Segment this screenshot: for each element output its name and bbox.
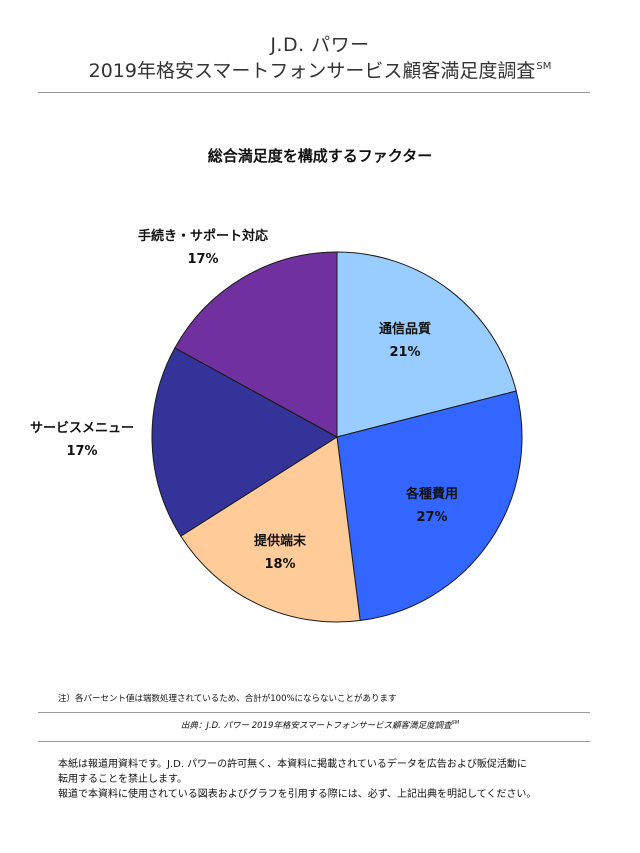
disclaimer: 本紙は報道用資料です。J.D. パワーの許可無く、本資料に掲載されているデータを… [58, 757, 618, 802]
header-survey-title: 2019年格安スマートフォンサービス顧客満足度調査SM [0, 56, 640, 83]
header-survey-title-text: 2019年格安スマートフォンサービス顧客満足度調査 [88, 60, 536, 82]
slice-label: 手続き・サポート対応 [138, 228, 268, 244]
source-citation-text: 出典：J.D. パワー 2019年格安スマートフォンサービス顧客満足度調査 [180, 721, 452, 731]
pie-slice [151, 347, 338, 537]
slice-label: 各種費用 [405, 486, 458, 502]
source-divider-bottom [38, 741, 590, 742]
disclaimer-line-3: 報道で本資料に使用されている図表およびグラフを引用する際には、必ず、上記出典を明… [58, 789, 537, 800]
pie-slice [336, 251, 517, 438]
pie-slice [174, 251, 338, 438]
slice-value-label: 17% [66, 444, 97, 459]
slice-label: サービスメニュー [30, 420, 134, 436]
rounding-note: 注）各パーセント値は端数処理されているため、合計が100%にならないことがありま… [58, 694, 397, 704]
slice-value-label: 21% [389, 345, 420, 360]
pie-slice [180, 436, 361, 623]
slice-label: 提供端末 [254, 533, 307, 549]
pie-slice [336, 390, 523, 622]
source-divider-top [38, 712, 590, 713]
chart-title: 総合満足度を構成するファクター [207, 147, 433, 165]
pie-chart: 通信品質 21% 各種費用 27% 提供端末 18% サービスメニュー 17% 手続き・サポート… [30, 228, 523, 623]
header-brand: J.D. パワー [270, 34, 370, 56]
header-divider [38, 92, 590, 93]
source-citation: 出典：J.D. パワー 2019年格安スマートフォンサービス顧客満足度調査SM [0, 719, 640, 731]
slice-value-label: 27% [416, 510, 447, 525]
disclaimer-line-1: 本紙は報道用資料です。J.D. パワーの許可無く、本資料に掲載されているデータを… [58, 759, 527, 770]
disclaimer-line-2: 転用することを禁止します。 [58, 774, 187, 785]
slice-label: 通信品質 [379, 321, 431, 337]
slice-value-label: 18% [264, 557, 295, 572]
slice-value-label: 17% [187, 252, 218, 267]
source-service-mark: SM [451, 720, 460, 726]
service-mark: SM [536, 61, 552, 72]
